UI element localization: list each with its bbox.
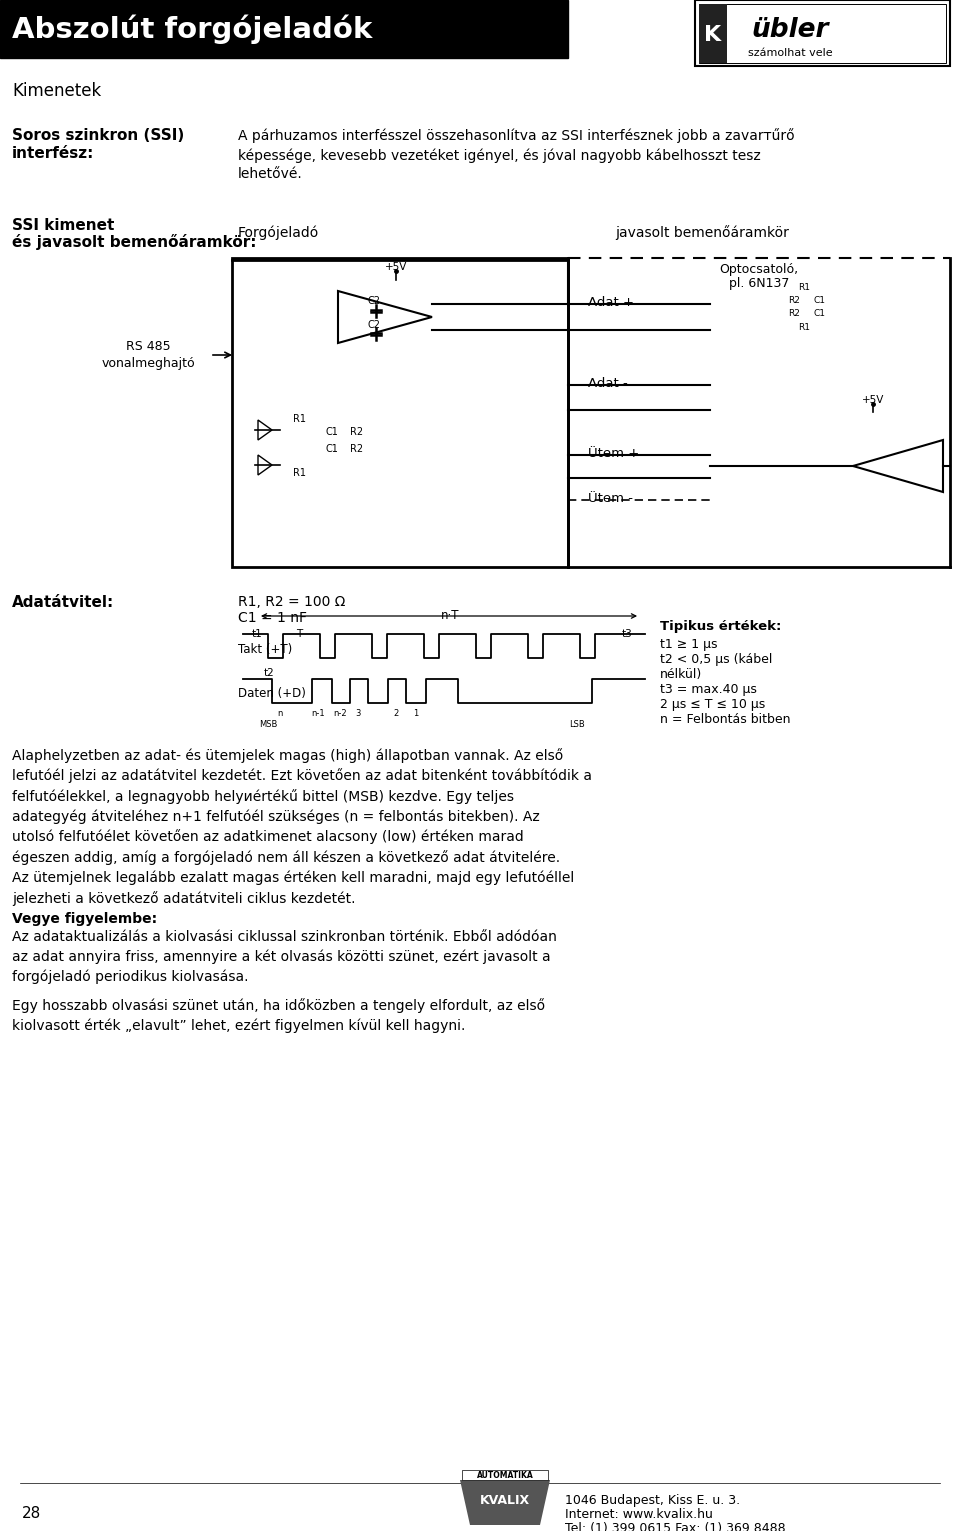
Text: Abszolút forgójeladók: Abszolút forgójeladók bbox=[12, 14, 372, 44]
Text: Adat -: Adat - bbox=[588, 377, 628, 390]
Text: R2: R2 bbox=[788, 295, 800, 305]
Bar bbox=[699, 5, 727, 63]
Text: számolhat vele: számolhat vele bbox=[748, 47, 832, 58]
Text: Adatátvitel:: Adatátvitel: bbox=[12, 596, 114, 609]
Text: C1: C1 bbox=[325, 427, 338, 436]
Text: SSI kimenet: SSI kimenet bbox=[12, 217, 114, 233]
Text: R1: R1 bbox=[798, 323, 810, 332]
Text: n: n bbox=[277, 709, 282, 718]
Text: Vegye figyelembe:: Vegye figyelembe: bbox=[12, 912, 157, 926]
Text: Ütem +: Ütem + bbox=[588, 447, 639, 459]
Bar bbox=[699, 5, 946, 63]
Text: R2: R2 bbox=[350, 444, 363, 455]
Text: n·T: n·T bbox=[441, 609, 459, 622]
Text: Internet: www.kvalix.hu: Internet: www.kvalix.hu bbox=[565, 1508, 713, 1520]
Text: +5V: +5V bbox=[385, 262, 407, 273]
Text: Daten (+D): Daten (+D) bbox=[238, 686, 306, 700]
Text: übler: übler bbox=[752, 17, 828, 43]
Text: R2: R2 bbox=[788, 309, 800, 318]
Text: javasolt bemenőáramkör: javasolt bemenőáramkör bbox=[615, 225, 789, 240]
Text: t1 ≥ 1 µs: t1 ≥ 1 µs bbox=[660, 638, 717, 651]
Text: RS 485
vonalmeghajtó: RS 485 vonalmeghajtó bbox=[101, 340, 195, 371]
Text: C2: C2 bbox=[368, 295, 381, 306]
Bar bbox=[695, 0, 950, 66]
Text: KVALIX: KVALIX bbox=[480, 1494, 530, 1507]
Text: t3 = max.40 µs: t3 = max.40 µs bbox=[660, 683, 756, 697]
Text: 3: 3 bbox=[355, 709, 361, 718]
Text: nélkül): nélkül) bbox=[660, 668, 703, 681]
Text: Optocsatoló,: Optocsatoló, bbox=[719, 263, 799, 276]
Text: C2: C2 bbox=[368, 320, 381, 331]
Text: R1: R1 bbox=[293, 413, 306, 424]
Text: R1: R1 bbox=[293, 468, 306, 478]
Text: R1: R1 bbox=[798, 283, 810, 292]
Text: t1: t1 bbox=[252, 629, 263, 638]
Text: Takt (+T): Takt (+T) bbox=[238, 643, 292, 655]
Text: 2 µs ≤ T ≤ 10 µs: 2 µs ≤ T ≤ 10 µs bbox=[660, 698, 765, 710]
Text: 1: 1 bbox=[414, 709, 419, 718]
Bar bbox=[0, 0, 568, 58]
Text: R2: R2 bbox=[350, 427, 363, 436]
Text: t2: t2 bbox=[264, 668, 275, 678]
Text: T: T bbox=[296, 629, 302, 638]
Text: C1: C1 bbox=[813, 295, 825, 305]
Text: A párhuzamos interfésszel összehasonlítva az SSI interfésznek jobb a zavarтűrő
k: A párhuzamos interfésszel összehasonlítv… bbox=[238, 129, 795, 182]
Text: Az adataktualizálás a kiolvasási ciklussal szinkronban történik. Ebből adódóan
a: Az adataktualizálás a kiolvasási cikluss… bbox=[12, 929, 557, 984]
Text: n-2: n-2 bbox=[333, 709, 347, 718]
Text: Forgójeladó: Forgójeladó bbox=[238, 225, 320, 239]
Text: C1: C1 bbox=[325, 444, 338, 455]
Text: MSB: MSB bbox=[259, 720, 277, 729]
Text: és javasolt bemenőáramkör:: és javasolt bemenőáramkör: bbox=[12, 234, 256, 250]
Text: Adat +: Adat + bbox=[588, 295, 634, 309]
Text: Kimenetek: Kimenetek bbox=[12, 83, 101, 100]
Text: +5V: +5V bbox=[862, 395, 884, 406]
Text: K: K bbox=[705, 24, 722, 44]
Text: n = Felbontás bitben: n = Felbontás bitben bbox=[660, 713, 790, 726]
Text: Tipikus értékek:: Tipikus értékek: bbox=[660, 620, 781, 632]
Bar bbox=[232, 259, 568, 566]
Text: LSB: LSB bbox=[569, 720, 585, 729]
Text: Egy hosszabb olvasási szünet után, ha időközben a tengely elfordult, az első
kio: Egy hosszabb olvasási szünet után, ha id… bbox=[12, 998, 545, 1033]
Text: 2: 2 bbox=[394, 709, 398, 718]
Text: Ütem -: Ütem - bbox=[588, 491, 633, 505]
Text: n-1: n-1 bbox=[311, 709, 324, 718]
Text: Soros szinkron (SSI): Soros szinkron (SSI) bbox=[12, 129, 184, 142]
Text: Alaphelyzetben az adat- és ütemjelek magas (high) állapotban vannak. Az első
lef: Alaphelyzetben az adat- és ütemjelek mag… bbox=[12, 749, 592, 905]
Text: R1, R2 = 100 Ω: R1, R2 = 100 Ω bbox=[238, 596, 346, 609]
Text: t3: t3 bbox=[622, 629, 633, 638]
Text: t2 < 0,5 µs (kábel: t2 < 0,5 µs (kábel bbox=[660, 654, 773, 666]
Text: 28: 28 bbox=[22, 1505, 41, 1520]
Text: pl. 6N137: pl. 6N137 bbox=[729, 277, 789, 289]
Text: C1: C1 bbox=[813, 309, 825, 318]
Text: AUTOMATIKA: AUTOMATIKA bbox=[476, 1471, 534, 1480]
Text: Tel: (1) 399 0615 Fax: (1) 369 8488: Tel: (1) 399 0615 Fax: (1) 369 8488 bbox=[565, 1522, 785, 1531]
Text: C1 = 1 nF: C1 = 1 nF bbox=[238, 611, 307, 625]
Polygon shape bbox=[460, 1480, 550, 1525]
Bar bbox=[462, 1470, 548, 1480]
Text: interfész:: interfész: bbox=[12, 145, 94, 161]
Text: 1046 Budapest, Kiss E. u. 3.: 1046 Budapest, Kiss E. u. 3. bbox=[565, 1494, 740, 1507]
